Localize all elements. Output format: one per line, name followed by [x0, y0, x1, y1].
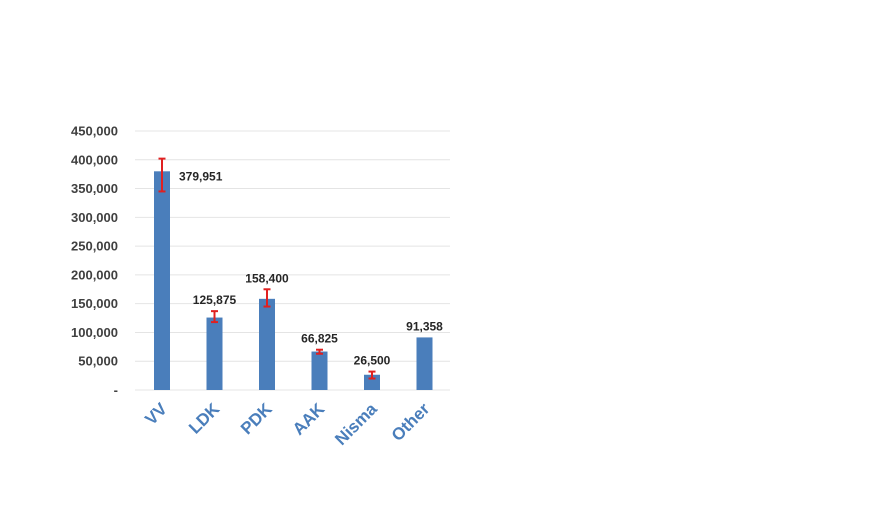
gridlines	[135, 130, 450, 391]
x-tick-label-vv: VV	[141, 399, 171, 429]
error-bars	[158, 157, 376, 380]
x-tick-label-aak: AAK	[289, 399, 329, 439]
data-labels: 379,951 125,875 158,400 66,825 26,500 91,358	[179, 169, 443, 367]
bars	[154, 171, 433, 390]
bar-ldk	[206, 317, 223, 390]
error-bar-aak	[316, 348, 323, 355]
bar-aak	[311, 351, 328, 390]
y-tick-label: 250,000	[71, 239, 118, 254]
data-label-pdk: 158,400	[245, 271, 289, 285]
data-label-ldk: 125,875	[193, 293, 237, 307]
y-tick-label: 200,000	[71, 267, 118, 282]
error-bar-pdk	[263, 288, 271, 308]
data-label-vv: 379,951	[179, 169, 223, 183]
x-tick-label-nisma: Nisma	[331, 399, 381, 449]
x-tick-label-ldk: LDK	[185, 399, 224, 438]
y-tick-label: 50,000	[78, 354, 118, 369]
bar-pdk	[259, 298, 275, 390]
x-tick-label-pdk: PDK	[237, 399, 276, 438]
y-tick-label: 100,000	[71, 325, 118, 340]
x-axis-tick-labels: VV LDK PDK AAK Nisma Other	[141, 399, 433, 449]
y-tick-label: -	[114, 383, 118, 398]
y-tick-label: 350,000	[71, 181, 118, 196]
error-bar-ldk	[211, 310, 218, 324]
y-tick-label: 450,000	[71, 124, 118, 139]
data-label-other: 91,358	[406, 319, 443, 333]
y-tick-label: 150,000	[71, 296, 118, 311]
error-bar-vv	[158, 157, 166, 193]
y-tick-label: 300,000	[71, 210, 118, 225]
data-label-nisma: 26,500	[354, 354, 391, 368]
bar-vv	[154, 171, 170, 390]
bar-other	[416, 337, 433, 390]
y-axis-tick-labels: - 50,000 100,000 150,000 200,000 250,000 300,0…	[71, 124, 118, 398]
bar-nisma	[364, 374, 380, 390]
x-tick-label-other: Other	[388, 399, 434, 445]
error-bar-nisma	[368, 370, 376, 380]
y-tick-label: 400,000	[71, 152, 118, 167]
data-label-aak: 66,825	[301, 332, 338, 346]
